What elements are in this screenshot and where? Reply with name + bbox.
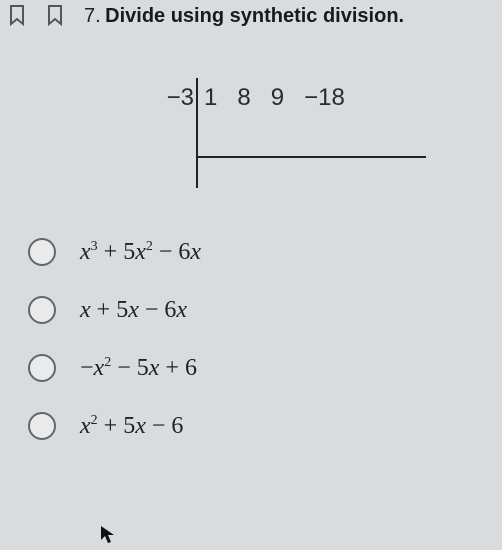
option-b[interactable]: x + 5x − 6x bbox=[28, 296, 502, 324]
option-expression: x3 + 5x2 − 6x bbox=[80, 239, 201, 266]
coef: 8 bbox=[237, 84, 250, 112]
question-line: 7. Divide using synthetic division. bbox=[84, 5, 404, 28]
question-header: 7. Divide using synthetic division. bbox=[0, 0, 502, 38]
option-d[interactable]: x2 + 5x − 6 bbox=[28, 412, 502, 440]
cursor-icon bbox=[100, 525, 116, 550]
radio-icon[interactable] bbox=[28, 296, 56, 324]
coef: 1 bbox=[204, 84, 217, 112]
coef: −18 bbox=[304, 84, 345, 112]
question-text: Divide using synthetic division. bbox=[105, 5, 404, 27]
question-number: 7. bbox=[84, 5, 101, 27]
radio-icon[interactable] bbox=[28, 238, 56, 266]
option-c[interactable]: −x2 − 5x + 6 bbox=[28, 354, 502, 382]
bookmark-icon[interactable] bbox=[46, 4, 66, 28]
divisor: −3 bbox=[150, 84, 194, 112]
flag-icon[interactable] bbox=[8, 4, 28, 28]
option-expression: x2 + 5x − 6 bbox=[80, 413, 183, 440]
answer-options: x3 + 5x2 − 6x x + 5x − 6x −x2 − 5x + 6 x… bbox=[28, 238, 502, 440]
coefficient-row: 1 8 9 −18 bbox=[204, 84, 345, 112]
horizontal-line bbox=[196, 156, 426, 158]
radio-icon[interactable] bbox=[28, 412, 56, 440]
coef: 9 bbox=[271, 84, 284, 112]
option-expression: x + 5x − 6x bbox=[80, 297, 187, 324]
synthetic-division-diagram: −3 1 8 9 −18 bbox=[150, 78, 502, 198]
option-expression: −x2 − 5x + 6 bbox=[80, 355, 197, 382]
radio-icon[interactable] bbox=[28, 354, 56, 382]
vertical-line bbox=[196, 78, 198, 188]
option-a[interactable]: x3 + 5x2 − 6x bbox=[28, 238, 502, 266]
